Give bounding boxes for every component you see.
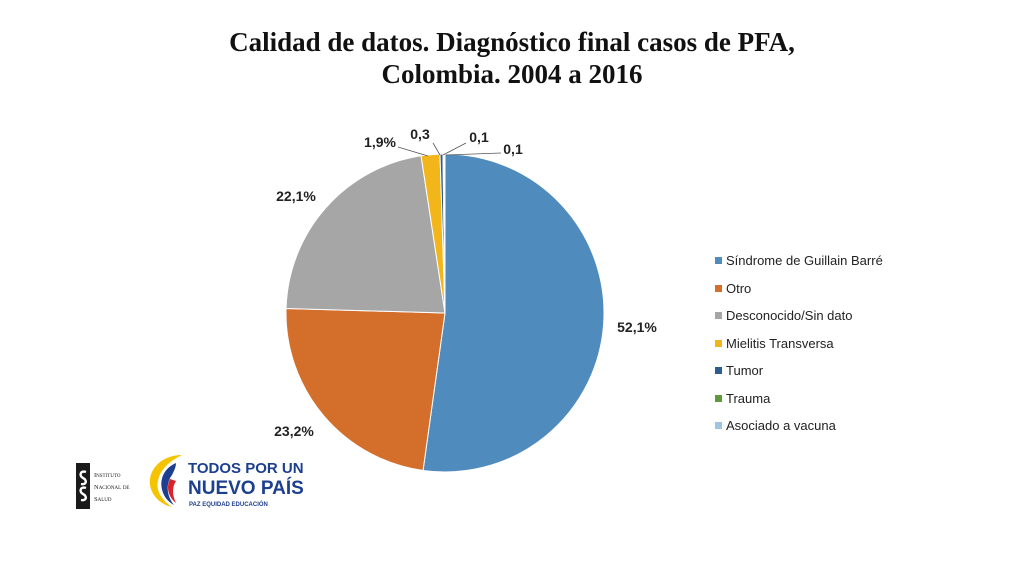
logo-swoosh-blue xyxy=(161,463,176,505)
legend-item-7: Asociado a vacuna xyxy=(715,412,883,440)
legend-label: Desconocido/Sin dato xyxy=(726,308,853,324)
legend-item-2: Otro xyxy=(715,275,883,303)
chart-title-line-2: Colombia. 2004 a 2016 xyxy=(381,59,643,89)
legend-swatch xyxy=(715,312,722,320)
data-label-2: 23,2% xyxy=(274,423,314,439)
chart-legend: Síndrome de Guillain Barré Otro Desconocid… xyxy=(715,247,883,440)
legend-label: Síndrome de Guillain Barré xyxy=(726,253,883,269)
legend-swatch xyxy=(715,284,722,292)
legend-item-5: Tumor xyxy=(715,357,883,385)
legend-swatch xyxy=(715,422,722,430)
ins-logo-line-3: Salud xyxy=(94,496,112,503)
legend-swatch xyxy=(715,339,722,347)
legend-swatch xyxy=(715,367,722,375)
ins-logo-line-1: Instituto xyxy=(94,472,121,479)
legend-swatch xyxy=(715,257,722,265)
logo-text-line-2: NUEVO PAÍS xyxy=(188,477,304,499)
data-label-5: 0,3 xyxy=(410,126,430,142)
pie-slice-2 xyxy=(285,307,446,472)
leader-line-5 xyxy=(432,142,441,156)
leader-line-7 xyxy=(445,152,502,156)
data-label-6: 0,1 xyxy=(469,129,489,145)
pie-slice-3 xyxy=(285,155,446,314)
legend-label: Trauma xyxy=(726,390,771,406)
legend-swatch xyxy=(715,394,722,402)
legend-item-4: Mielitis Transversa xyxy=(715,330,883,358)
logo-text-line-3: PAZ EQUIDAD EDUCACIÓN xyxy=(189,500,268,508)
legend-label: Asociado a vacuna xyxy=(726,418,836,434)
legend-label: Tumor xyxy=(726,363,764,379)
logo-text-line-1: TODOS POR UN xyxy=(188,460,304,477)
todos-por-un-nuevo-pais-logo: TODOS POR UN NUEVO PAÍS PAZ EQUIDAD EDUC… xyxy=(149,455,304,508)
data-label-1: 52,1% xyxy=(617,319,657,335)
leader-line-4 xyxy=(397,146,429,157)
logo-swoosh-yellow xyxy=(149,455,182,507)
logo-swoosh-red xyxy=(168,479,176,503)
pie-slice-1 xyxy=(422,153,605,473)
ins-logo: Instituto Nacional de Salud xyxy=(76,463,129,509)
legend-item-1: Síndrome de Guillain Barré xyxy=(715,247,883,275)
chart-title-line-1: Calidad de datos. Diagnóstico final caso… xyxy=(229,27,795,57)
data-label-4: 1,9% xyxy=(364,134,396,150)
leader-line-6 xyxy=(442,142,467,156)
legend-item-6: Trauma xyxy=(715,385,883,413)
legend-label: Mielitis Transversa xyxy=(726,335,834,351)
ins-logo-s-shape-lower xyxy=(79,486,87,502)
data-label-3: 22,1% xyxy=(276,188,316,204)
legend-item-3: Desconocido/Sin dato xyxy=(715,302,883,330)
ins-logo-mark xyxy=(76,463,90,509)
ins-logo-line-2: Nacional de xyxy=(94,484,129,491)
legend-label: Otro xyxy=(726,280,752,296)
data-label-7: 0,1 xyxy=(503,141,523,157)
chart-title: Calidad de datos. Diagnóstico final caso… xyxy=(0,26,1024,90)
ins-logo-s-shape xyxy=(79,470,87,486)
